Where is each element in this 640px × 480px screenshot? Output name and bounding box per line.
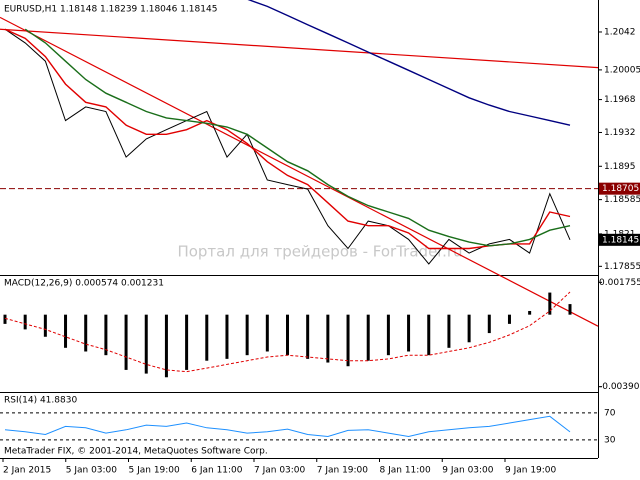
macd-signal [4,291,571,373]
trendline [0,28,599,69]
moving-average [4,28,571,250]
y-tick-label: 70 [604,408,616,418]
trendline [0,16,599,327]
y-tick-label: 1.18585 [604,195,640,205]
macd-bar [528,310,532,315]
moving-average [247,0,571,126]
macd-bar [306,314,310,359]
y-tick-label: 1.17855 [604,262,640,272]
y-tick-label: -0.003909 [599,382,640,392]
macd-bar [23,314,27,330]
x-tick-label: 5 Jan 03:00 [66,466,118,476]
x-tick-label: 2 Jan 2015 [3,466,51,476]
macd-bar [3,314,7,324]
y-tick-label: 1.1968 [604,95,636,105]
macd-bar [205,314,209,361]
macd-bar [447,314,451,348]
macd-bar [507,314,511,324]
y-tick-label: 0.001755 [599,278,640,288]
rsi-line [4,415,571,438]
macd-bar [568,304,572,315]
macd-bar [43,314,47,337]
macd-bar [326,314,330,363]
macd-bar [467,314,471,343]
x-tick-label: 8 Jan 11:00 [380,466,432,476]
chart-title: EURUSD,H1 1.18148 1.18239 1.18046 1.1814… [4,5,217,15]
macd-bar [124,314,128,370]
y-tick-label: 1.1895 [604,162,636,172]
x-tick-label: 7 Jan 19:00 [317,466,369,476]
macd-bar [386,314,390,356]
moving-average [24,28,571,247]
macd-bar [164,314,168,378]
price-label: 1.18705 [602,184,639,194]
macd-bar [366,314,370,361]
watermark: Портал для трейдеров - ForTrader.ru [177,243,462,261]
macd-bar [144,314,148,374]
macd-bar [286,314,289,356]
macd-bar [346,314,350,367]
macd-bar [548,292,552,315]
macd-bar [64,314,68,348]
x-tick-label: 9 Jan 03:00 [442,466,494,476]
macd-bar [245,314,249,356]
macd-bar [104,314,108,356]
y-tick-label: 1.2042 [604,27,636,37]
price-label: 1.18145 [602,235,639,245]
x-tick-label: 6 Jan 11:00 [191,466,243,476]
macd-bar [84,314,88,352]
macd-bar [407,314,411,352]
x-tick-label: 7 Jan 03:00 [254,466,306,476]
macd-title: MACD(12,26,9) 0.000574 0.001231 [4,279,164,289]
macd-bar [427,314,431,356]
macd-bar [185,314,189,370]
y-tick-label: 1.1932 [604,128,636,138]
macd-bar [487,314,491,334]
price-label-box [599,182,640,195]
x-tick-label: 5 Jan 19:00 [129,466,181,476]
y-tick-label: 30 [604,435,616,445]
y-tick-label: 1.20005 [604,65,640,75]
rsi-title: RSI(14) 41.8830 [4,396,77,406]
price-label-box [599,233,640,246]
x-tick-label: 9 Jan 19:00 [505,466,557,476]
macd-bar [225,314,229,359]
macd-bar [265,314,269,352]
footer: MetaTrader FIX, © 2001-2014, MetaQuotes … [4,447,268,457]
price-line [4,28,571,265]
